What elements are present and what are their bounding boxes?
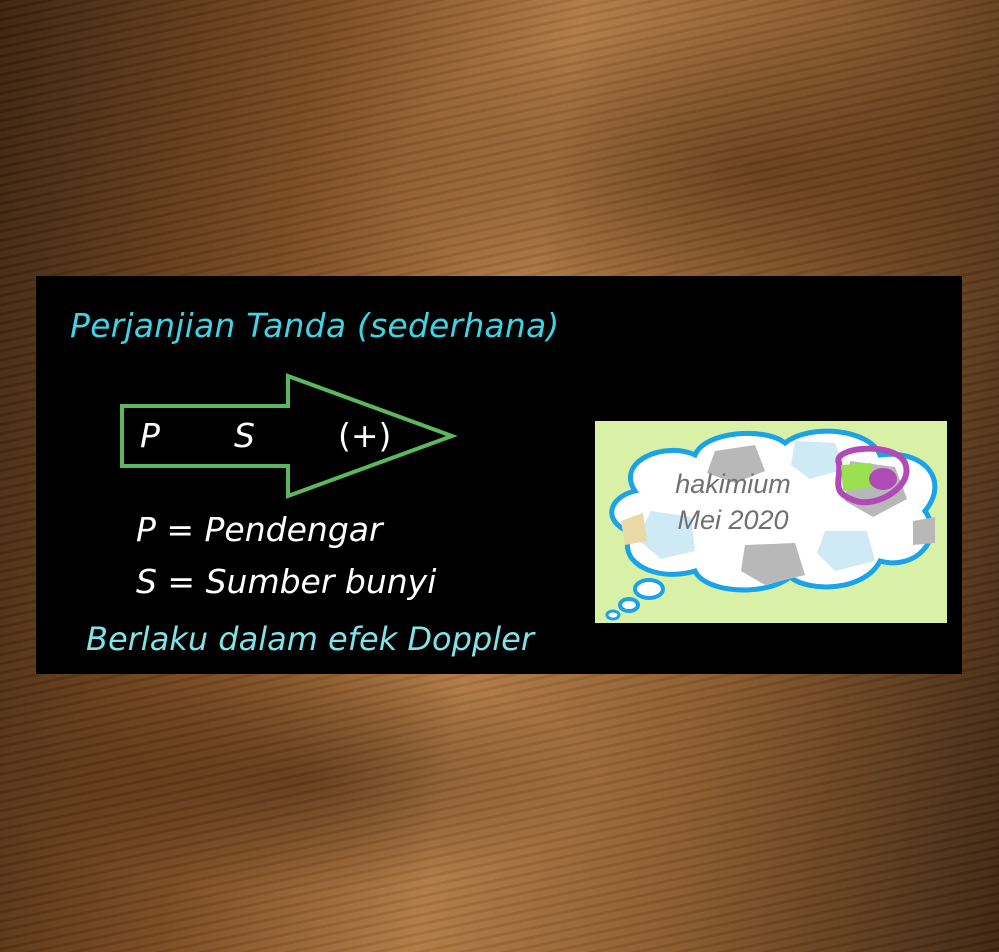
definition-source: S = Sumber bunyi <box>136 562 437 601</box>
arrow-sign-positive: (+) <box>338 416 392 455</box>
arrow-label-p: P <box>140 416 160 455</box>
stamp-date: Mei 2020 <box>677 505 789 535</box>
arrow-label-s: S <box>234 416 255 455</box>
slide-title: Perjanjian Tanda (sederhana) <box>70 306 560 345</box>
direction-arrow-icon <box>120 373 458 499</box>
author-stamp: hakimium Mei 2020 <box>595 421 947 623</box>
stamp-author: hakimium <box>675 469 791 499</box>
doppler-note: Berlaku dalam efek Doppler <box>86 620 534 658</box>
thought-cloud-icon <box>605 428 938 621</box>
slide-panel: Perjanjian Tanda (sederhana) P S (+) P =… <box>36 276 962 674</box>
definition-listener: P = Pendengar <box>136 510 383 549</box>
